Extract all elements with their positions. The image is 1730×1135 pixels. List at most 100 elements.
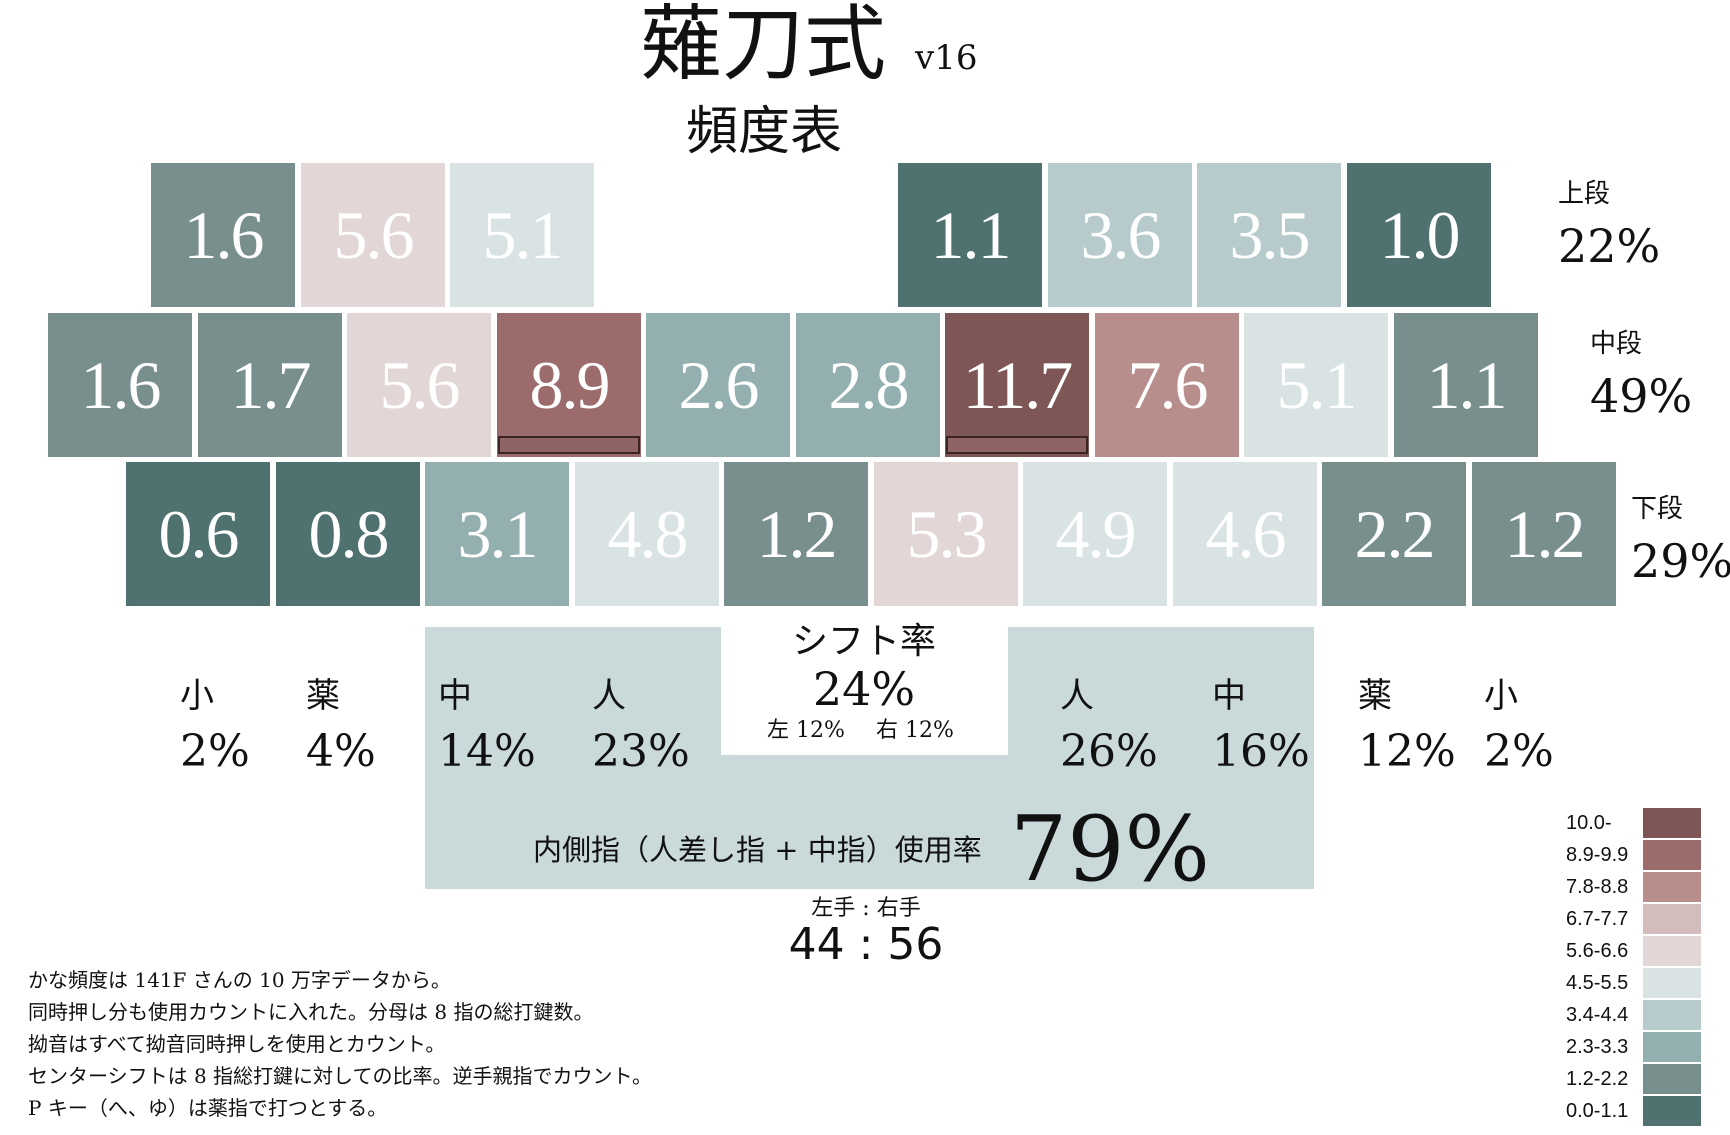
legend-item: 1.2-2.2 xyxy=(1566,1064,1704,1094)
legend-swatch xyxy=(1643,1032,1701,1062)
finger-name: 薬 xyxy=(1358,676,1392,716)
key-bottom-9: 2.2 xyxy=(1322,462,1466,606)
key-top-2: 5.6 xyxy=(301,163,445,307)
finger-pct: 23% xyxy=(592,726,690,777)
key-top-1: 1.6 xyxy=(151,163,295,307)
shift-title: シフト率 xyxy=(791,621,936,662)
home-position-marker-left xyxy=(498,436,640,454)
key-home-8: 7.6 xyxy=(1095,313,1239,457)
row-label-top: 上段 xyxy=(1558,179,1611,209)
key-top-3: 5.1 xyxy=(450,163,594,307)
key-home-9: 5.1 xyxy=(1244,313,1388,457)
row-pct-home: 49% xyxy=(1590,369,1693,423)
key-top-4: 1.1 xyxy=(898,163,1042,307)
legend-item: 3.4-4.4 xyxy=(1566,1000,1704,1030)
center-box-bottom xyxy=(721,755,1008,889)
key-bottom-7: 4.9 xyxy=(1023,462,1167,606)
finger-name: 人 xyxy=(1060,676,1094,716)
legend-swatch xyxy=(1643,968,1701,998)
key-home-3: 5.6 xyxy=(347,313,491,457)
row-label-bottom: 下段 xyxy=(1631,494,1684,524)
key-home-7: 11.7 xyxy=(945,313,1089,457)
key-home-2: 1.7 xyxy=(198,313,342,457)
row-pct-top: 22% xyxy=(1558,219,1661,273)
legend-swatch xyxy=(1643,840,1701,870)
key-bottom-3: 3.1 xyxy=(425,462,569,606)
shift-right: 右 12% xyxy=(876,718,954,743)
finger-right-pinky: 小 2% xyxy=(1484,674,1594,778)
finger-name: 中 xyxy=(438,676,472,716)
legend-item: 2.3-3.3 xyxy=(1566,1032,1704,1062)
page-subtitle: 頻度表 xyxy=(686,102,843,162)
legend-label: 3.4-4.4 xyxy=(1566,1004,1629,1026)
home-position-marker-right xyxy=(946,436,1088,454)
legend-label: 1.2-2.2 xyxy=(1566,1068,1629,1090)
legend-swatch xyxy=(1643,936,1701,966)
legend-label: 6.7-7.7 xyxy=(1566,908,1629,930)
row-pct-bottom: 29% xyxy=(1631,534,1730,588)
legend-item: 5.6-6.6 xyxy=(1566,936,1704,966)
key-bottom-6: 5.3 xyxy=(874,462,1018,606)
legend-swatch xyxy=(1643,904,1701,934)
inner-finger-label: 内側指（人差し指 + 中指）使用率 xyxy=(533,833,982,867)
key-bottom-5: 1.2 xyxy=(724,462,868,606)
note-line: かな頻度は 141F さんの 10 万字データから。 xyxy=(28,968,451,992)
finger-name: 人 xyxy=(592,676,626,716)
hand-ratio-value: 44 : 56 xyxy=(788,919,944,970)
shift-left: 左 12% xyxy=(767,718,845,743)
key-top-6: 3.5 xyxy=(1197,163,1341,307)
key-bottom-4: 4.8 xyxy=(575,462,719,606)
finger-name: 薬 xyxy=(306,676,340,716)
finger-left-index: 人 23% xyxy=(592,674,702,778)
center-box-right xyxy=(1008,627,1314,889)
legend-label: 10.0- xyxy=(1566,812,1612,834)
key-home-10: 1.1 xyxy=(1394,313,1538,457)
legend-swatch xyxy=(1643,808,1701,838)
hand-ratio-label: 左手 : 右手 xyxy=(811,896,921,921)
legend-swatch xyxy=(1643,1096,1701,1126)
legend-item: 10.0- xyxy=(1566,808,1704,838)
key-top-5: 3.6 xyxy=(1048,163,1192,307)
inner-finger-pct: 79% xyxy=(1010,797,1211,902)
finger-pct: 14% xyxy=(438,726,536,777)
finger-left-ring: 薬 4% xyxy=(306,674,416,778)
finger-pct: 4% xyxy=(306,726,376,777)
finger-name: 小 xyxy=(180,676,214,716)
legend-label: 5.6-6.6 xyxy=(1566,940,1629,962)
note-line: センターシフトは 8 指総打鍵に対しての比率。逆手親指でカウント。 xyxy=(28,1064,653,1088)
legend-item: 6.7-7.7 xyxy=(1566,904,1704,934)
key-home-4: 8.9 xyxy=(497,313,641,457)
finger-right-middle: 中 16% xyxy=(1212,674,1322,778)
notes: かな頻度は 141F さんの 10 万字データから。 同時押し分も使用カウントに… xyxy=(28,964,652,1124)
finger-left-pinky: 小 2% xyxy=(180,674,290,778)
legend-swatch xyxy=(1643,872,1701,902)
key-bottom-1: 0.6 xyxy=(126,462,270,606)
key-bottom-10: 1.2 xyxy=(1472,462,1616,606)
finger-pct: 2% xyxy=(1484,726,1554,777)
finger-right-index: 人 26% xyxy=(1060,674,1170,778)
key-home-5: 2.6 xyxy=(646,313,790,457)
legend-label: 2.3-3.3 xyxy=(1566,1036,1629,1058)
finger-pct: 12% xyxy=(1358,726,1456,777)
row-label-home: 中段 xyxy=(1590,329,1643,359)
legend-swatch xyxy=(1643,1064,1701,1094)
key-home-6: 2.8 xyxy=(796,313,940,457)
note-line: 同時押し分も使用カウントに入れた。分母は 8 指の総打鍵数。 xyxy=(28,1000,594,1024)
finger-pct: 26% xyxy=(1060,726,1158,777)
finger-pct: 16% xyxy=(1212,726,1310,777)
legend-label: 8.9-9.9 xyxy=(1566,844,1629,866)
legend-label: 0.0-1.1 xyxy=(1566,1100,1629,1122)
legend-item: 7.8-8.8 xyxy=(1566,872,1704,902)
finger-pct: 2% xyxy=(180,726,250,777)
legend-item: 0.0-1.1 xyxy=(1566,1096,1704,1126)
key-top-7: 1.0 xyxy=(1347,163,1491,307)
shift-pct: 24% xyxy=(812,662,916,716)
finger-name: 小 xyxy=(1484,676,1518,716)
finger-left-middle: 中 14% xyxy=(438,674,548,778)
legend-item: 8.9-9.9 xyxy=(1566,840,1704,870)
center-box-left xyxy=(425,627,721,889)
page-title: 薙刀式 xyxy=(640,0,887,92)
key-bottom-2: 0.8 xyxy=(276,462,420,606)
key-home-1: 1.6 xyxy=(48,313,192,457)
finger-name: 中 xyxy=(1212,676,1246,716)
